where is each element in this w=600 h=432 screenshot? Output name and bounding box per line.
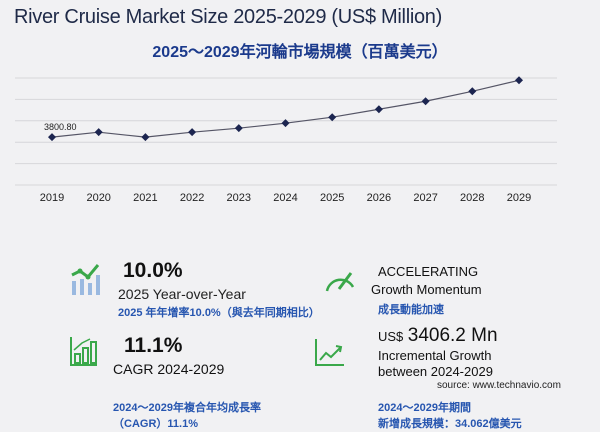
- source-text: source: www.technavio.com: [437, 380, 561, 391]
- data-label: 3800.80: [44, 122, 77, 132]
- data-point-2022: [188, 128, 197, 137]
- data-point-2026: [374, 105, 383, 114]
- cagr-cn-2: （CAGR）11.1%: [113, 418, 198, 430]
- bar-trend-icon: [71, 264, 100, 295]
- x-tick-label: 2019: [40, 192, 64, 204]
- growth-line-icon: [315, 339, 344, 366]
- data-point-2024: [281, 119, 290, 128]
- bar-chart-icon: [70, 337, 97, 366]
- incremental-cn-1: 2024～2029年期間: [378, 402, 471, 414]
- x-tick-label: 2022: [180, 192, 204, 204]
- data-point-2023: [234, 124, 243, 133]
- x-tick-label: 2026: [367, 192, 391, 204]
- data-point-2028: [468, 87, 477, 96]
- incremental-label-2: between 2024-2029: [378, 364, 493, 379]
- incremental-label-1: Incremental Growth: [378, 348, 492, 363]
- speedometer-icon: [325, 272, 355, 292]
- chart-subtitle: 2025～2029年河輪市場規模（百萬美元）: [152, 44, 448, 61]
- yoy-label: 2025 Year-over-Year: [118, 286, 246, 302]
- data-point-2021: [141, 133, 150, 142]
- cagr-cn-1: 2024～2029年複合年均成長率: [113, 402, 261, 414]
- line-chart: 2019 2020 2021 2022 2023 2024 2025 2026 2027 2028…: [15, 76, 557, 204]
- x-tick-label: 2028: [460, 192, 484, 204]
- yoy-value: 10.0%: [123, 259, 183, 282]
- x-tick-label: 2029: [507, 192, 531, 204]
- x-tick-label: 2021: [133, 192, 157, 204]
- data-point-2020: [94, 128, 103, 137]
- data-point-2029: [515, 76, 523, 85]
- x-tick-label: 2027: [413, 192, 437, 204]
- series-line: [51, 79, 520, 138]
- data-point-2025: [328, 113, 337, 122]
- chart-title: River Cruise Market Size 2025-2029 (US$ …: [14, 6, 442, 28]
- momentum-label: Growth Momentum: [371, 282, 482, 297]
- x-tick-label: 2020: [86, 192, 110, 204]
- incremental-value: US$ 3406.2 Mn: [378, 325, 498, 347]
- x-tick-label: 2024: [273, 192, 297, 204]
- yoy-cn: 2025 年年增率10.0%（與去年同期相比）: [118, 307, 320, 319]
- cagr-value: 11.1%: [124, 334, 183, 357]
- data-point-2019: [48, 133, 56, 142]
- data-point-2027: [421, 97, 430, 106]
- momentum-cn: 成長動能加速: [378, 304, 444, 316]
- incremental-amount: 3406.2 Mn: [407, 325, 498, 346]
- momentum-value: ACCELERATING: [378, 264, 479, 279]
- x-tick-label: 2025: [320, 192, 344, 204]
- currency-prefix: US$: [378, 329, 404, 344]
- cagr-label: CAGR 2024-2029: [113, 361, 225, 377]
- incremental-cn-2: 新增成長規模：34.062億美元: [378, 418, 522, 430]
- x-tick-label: 2023: [227, 192, 251, 204]
